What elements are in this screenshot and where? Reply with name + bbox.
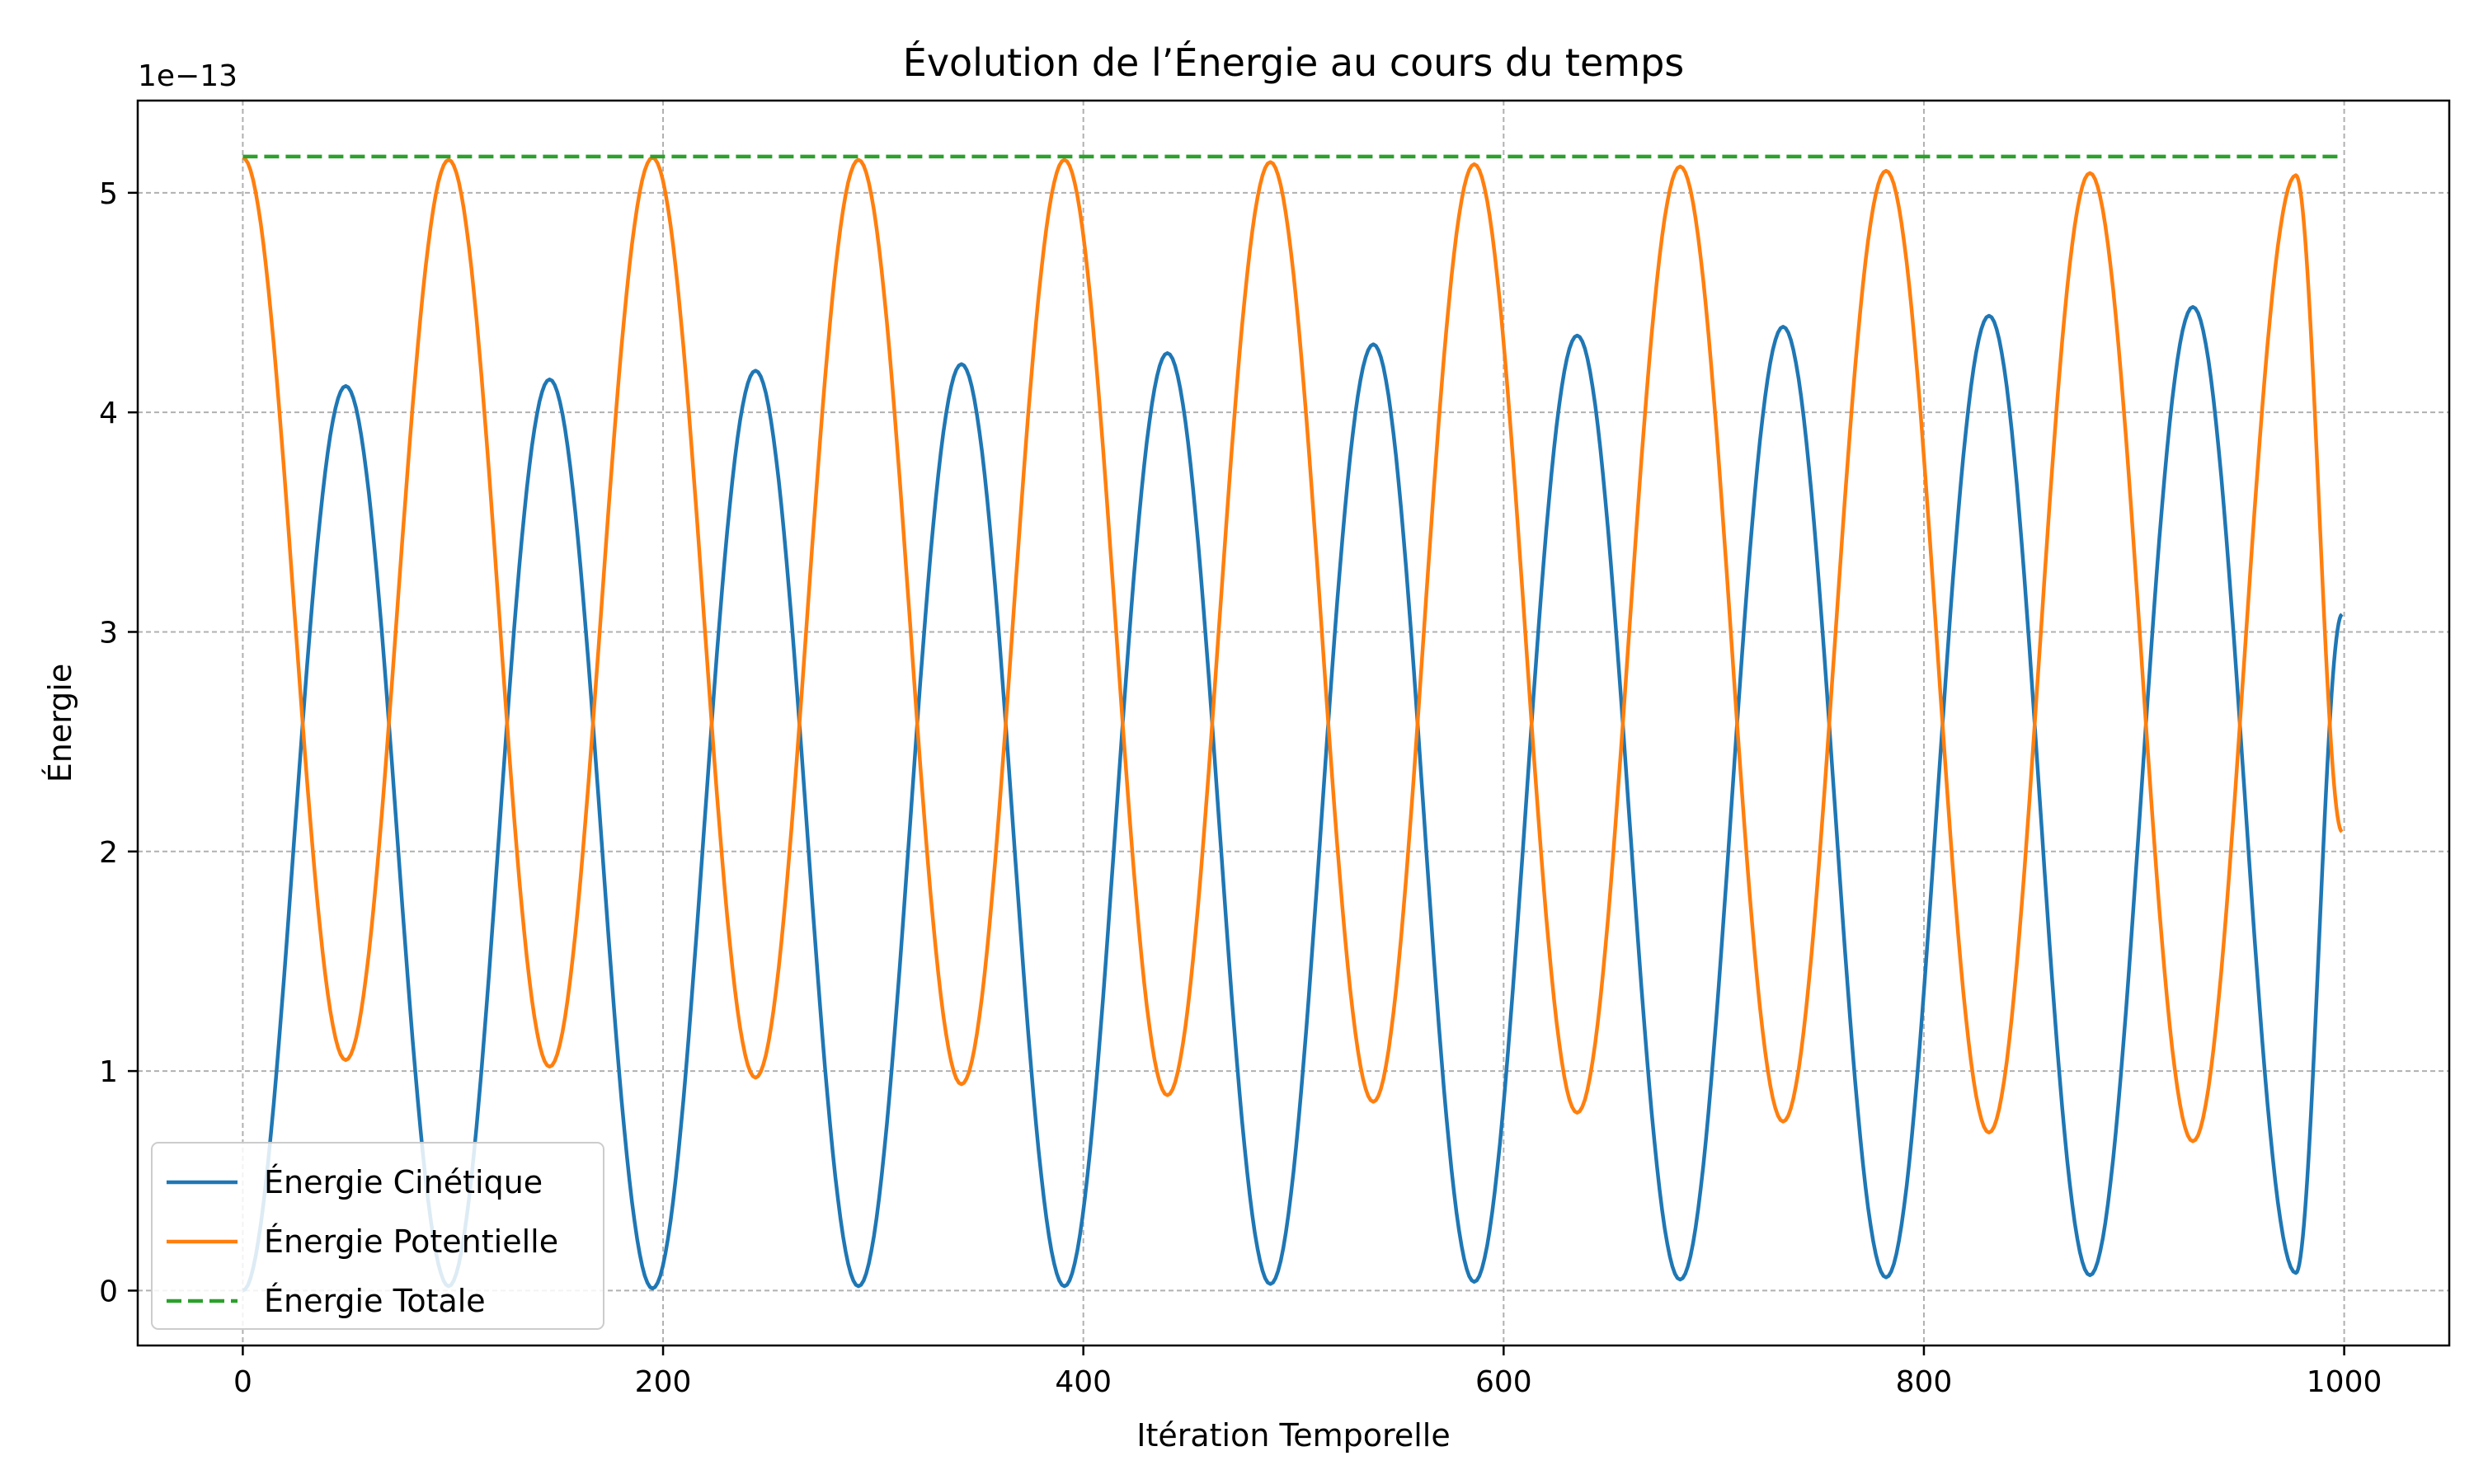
x-tick-label: 800 xyxy=(1896,1365,1953,1399)
grid xyxy=(138,101,2449,1345)
legend-label: Énergie Cinétique xyxy=(264,1164,543,1200)
chart-title: Évolution de l’Énergie au cours du temps xyxy=(903,40,1685,85)
legend-label: Énergie Totale xyxy=(264,1283,486,1319)
series-line-1 xyxy=(242,155,2344,1144)
legend: Énergie Cinétique Énergie Potentielle Éner… xyxy=(151,1142,604,1330)
y-tick-label: 4 xyxy=(99,397,118,430)
y-tick-label: 2 xyxy=(99,836,118,870)
x-tick-label: 1000 xyxy=(2307,1365,2382,1399)
legend-box xyxy=(151,1142,604,1330)
x-tick-label: 400 xyxy=(1055,1365,1112,1399)
y-tick-label: 3 xyxy=(99,616,118,650)
series-group xyxy=(242,154,2344,1293)
y-axis-offset-text: 1e−13 xyxy=(138,59,238,93)
legend-label: Énergie Potentielle xyxy=(264,1223,558,1260)
plot-frame xyxy=(136,99,2451,1347)
axis-ticks: 0 200 400 600 800 1000 0 1 2 3 4 5 xyxy=(99,177,2382,1399)
y-tick-label: 5 xyxy=(99,177,118,211)
y-tick-label: 0 xyxy=(99,1275,118,1308)
y-axis-label: Énergie xyxy=(42,664,78,783)
x-tick-label: 600 xyxy=(1475,1365,1532,1399)
x-axis-label: Itération Temporelle xyxy=(1136,1417,1450,1453)
y-tick-label: 1 xyxy=(99,1055,118,1089)
series-line-0 xyxy=(242,305,2344,1293)
x-tick-label: 200 xyxy=(635,1365,692,1399)
x-tick-label: 0 xyxy=(233,1365,252,1399)
